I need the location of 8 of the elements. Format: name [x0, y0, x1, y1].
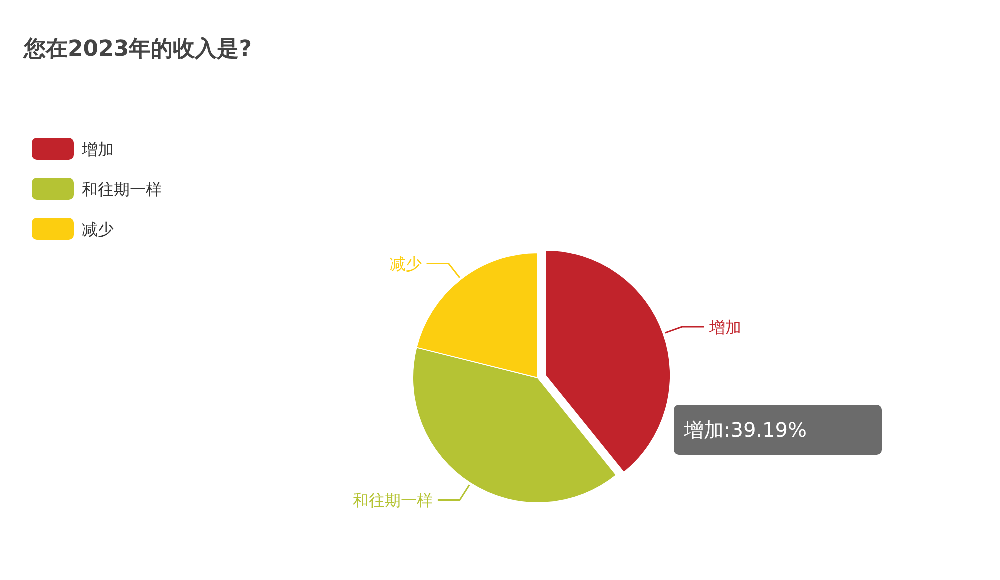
text: 增加:39.19%	[683, 418, 807, 442]
slice-label: 减少	[390, 254, 422, 274]
slice-label: 增加	[708, 318, 742, 338]
legend-label: 减少	[82, 220, 114, 239]
legend-label: 和往期一样	[82, 180, 162, 199]
chart-title: 您在2023年的收入是?	[23, 37, 252, 62]
legend-label: 增加	[81, 140, 114, 159]
slice-label: 和往期一样	[352, 491, 433, 510]
